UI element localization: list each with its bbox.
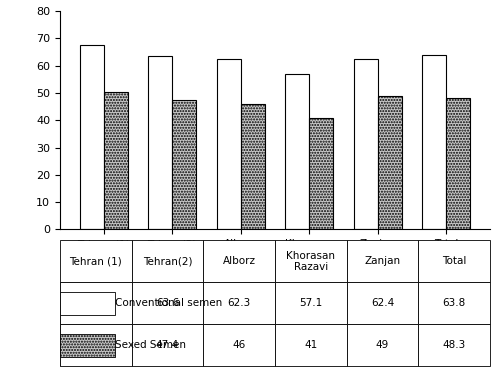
Text: Sexed Semen: Sexed Semen [115,340,186,350]
Bar [286,74,310,229]
Bar [310,118,334,229]
Bar [240,104,264,229]
FancyBboxPatch shape [60,292,115,315]
Bar [378,96,402,229]
Text: Conventional semen: Conventional semen [115,298,222,309]
Bar [446,98,470,229]
Bar [354,59,378,229]
Bar [104,92,128,229]
Bar [422,55,446,229]
Bar [172,100,196,229]
Bar [148,56,172,229]
Bar [216,60,240,229]
Bar [80,46,104,229]
FancyBboxPatch shape [60,334,115,357]
